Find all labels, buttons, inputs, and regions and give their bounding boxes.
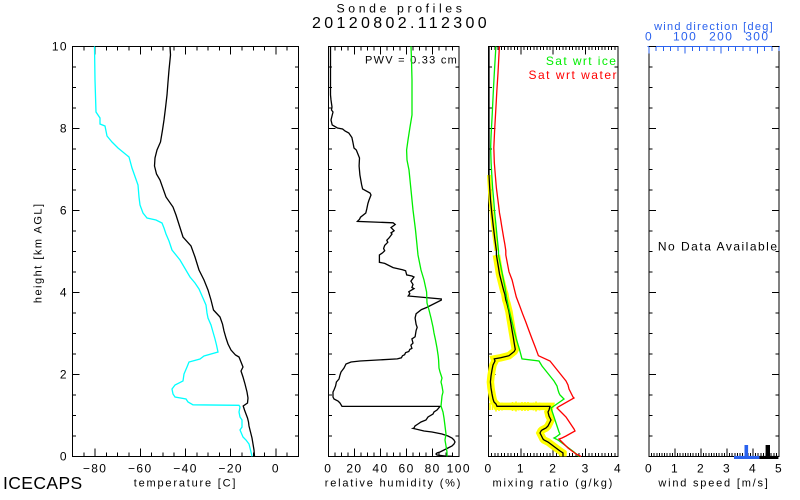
svg-text:temperature [C]: temperature [C] [134,478,237,490]
svg-text:Sat wrt water: Sat wrt water [528,68,618,82]
svg-text:0: 0 [272,462,280,476]
svg-text:100: 100 [673,30,697,44]
svg-text:Sonde profiles: Sonde profiles [336,2,465,16]
svg-text:2: 2 [697,462,705,476]
svg-text:−80: −80 [83,462,108,476]
svg-text:200: 200 [709,30,733,44]
svg-text:40: 40 [372,462,388,476]
svg-text:2: 2 [60,368,68,382]
svg-text:100: 100 [447,462,471,476]
svg-text:relative humidity (%): relative humidity (%) [325,478,462,490]
svg-text:4: 4 [60,286,68,300]
svg-text:mixing ratio (g/kg): mixing ratio (g/kg) [492,478,614,490]
svg-text:5: 5 [775,462,783,476]
svg-text:4: 4 [614,462,622,476]
svg-text:80: 80 [425,462,441,476]
svg-text:20120802.112300: 20120802.112300 [312,15,490,32]
svg-text:8: 8 [60,122,68,136]
svg-text:2: 2 [549,462,557,476]
svg-text:−60: −60 [128,462,153,476]
svg-text:0: 0 [484,462,492,476]
svg-text:20: 20 [346,462,362,476]
svg-text:1: 1 [517,462,525,476]
svg-text:−20: −20 [218,462,243,476]
svg-text:height [km AGL]: height [km AGL] [33,202,45,303]
svg-text:300: 300 [745,30,769,44]
svg-text:3: 3 [723,462,731,476]
svg-text:6: 6 [60,204,68,218]
svg-text:wind speed [m/s]: wind speed [m/s] [657,478,769,490]
svg-text:−40: −40 [173,462,198,476]
svg-text:0: 0 [60,450,68,464]
svg-text:1: 1 [671,462,679,476]
svg-text:4: 4 [749,462,757,476]
svg-text:3: 3 [582,462,590,476]
svg-text:10: 10 [52,40,68,54]
svg-text:0: 0 [645,30,653,44]
svg-text:Sat wrt ice: Sat wrt ice [546,54,617,68]
svg-text:0: 0 [645,462,653,476]
svg-text:60: 60 [399,462,415,476]
svg-text:0: 0 [324,462,332,476]
svg-text:No Data Available: No Data Available [658,239,779,253]
svg-text:ICECAPS: ICECAPS [3,473,83,493]
svg-text:wind direction [deg]: wind direction [deg] [653,21,774,33]
